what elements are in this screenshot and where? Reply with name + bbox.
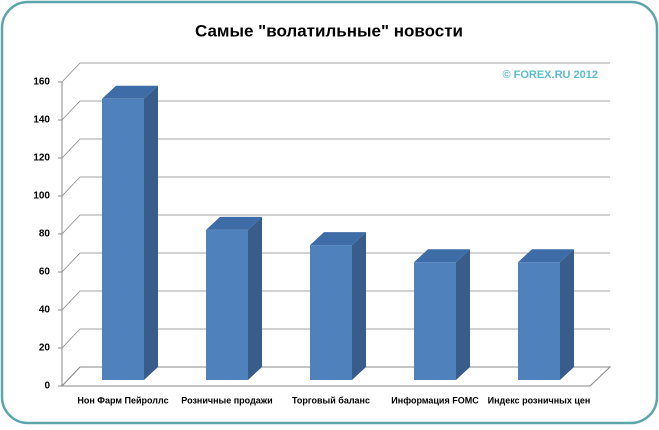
bar-side xyxy=(352,232,366,380)
x-tick-label: Нон Фарм Пейроллс xyxy=(77,395,168,405)
bar-top xyxy=(206,216,262,230)
grid-line xyxy=(61,138,610,159)
bar-top xyxy=(518,249,574,263)
y-tick-label: 0 xyxy=(44,381,50,392)
bar-side xyxy=(560,249,574,380)
y-tick-label: 20 xyxy=(39,343,51,354)
y-tick-label: 160 xyxy=(33,77,50,88)
bar xyxy=(310,245,352,380)
x-tick-label: Розничные продажи xyxy=(181,395,272,405)
bar-side xyxy=(144,85,158,381)
bar-top xyxy=(414,249,470,263)
bar-top xyxy=(102,85,158,99)
y-tick-label: 40 xyxy=(39,305,51,316)
y-tick-label: 100 xyxy=(33,191,50,202)
bar-side xyxy=(456,249,470,380)
bar xyxy=(102,98,144,381)
grid-line xyxy=(61,214,610,235)
y-tick-label: 120 xyxy=(33,153,50,164)
y-tick-label: 60 xyxy=(39,267,51,278)
x-tick-label: Торговый баланс xyxy=(292,395,370,405)
watermark: © FOREX.RU 2012 xyxy=(502,69,598,81)
grid-line xyxy=(61,176,610,197)
bar xyxy=(414,262,456,380)
x-tick-label: Информация FOMC xyxy=(391,395,479,405)
chart-title: Самые "волатильные" новости xyxy=(195,21,463,40)
bar-side xyxy=(248,216,262,380)
y-tick-label: 80 xyxy=(39,229,51,240)
bar xyxy=(206,229,248,380)
bar xyxy=(518,262,560,380)
grid-line xyxy=(61,62,610,83)
x-tick-label: Индекс розничных цен xyxy=(488,395,591,405)
grid-line xyxy=(61,100,610,121)
bar-top xyxy=(310,232,366,246)
y-tick-label: 140 xyxy=(33,115,50,126)
